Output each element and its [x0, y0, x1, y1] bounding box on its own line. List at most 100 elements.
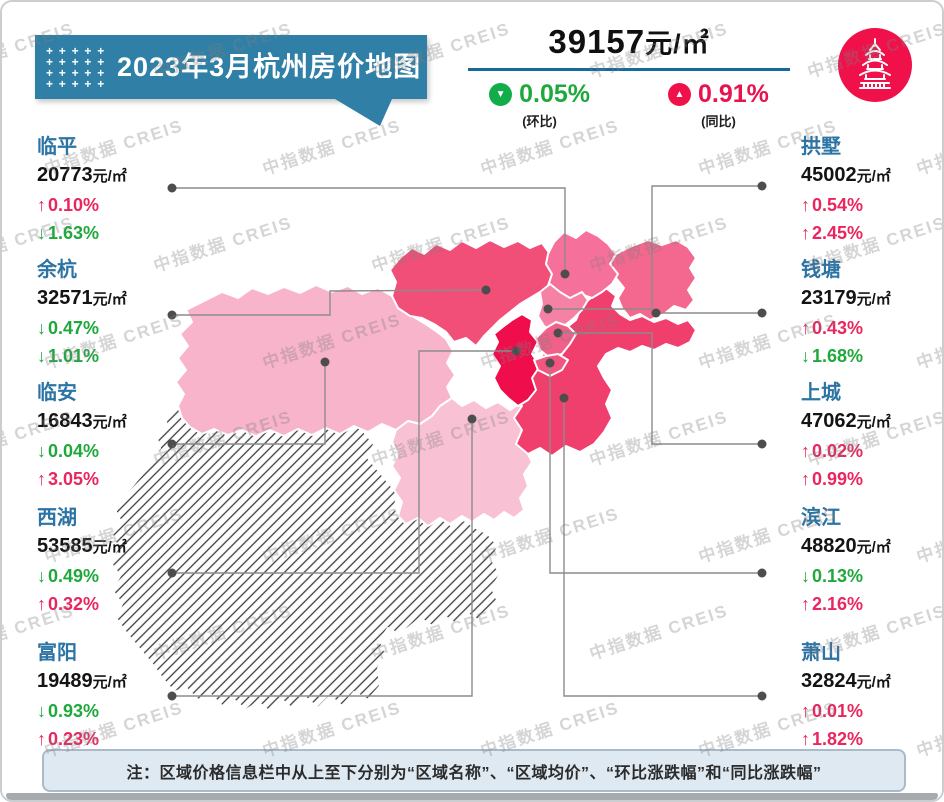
arrow-icon: ↑	[801, 469, 810, 489]
arrow-icon: ↑	[37, 195, 46, 215]
district-label: 富阳 19489元/㎡ ↓ 0.93% ↑ 0.23%	[37, 636, 187, 753]
bottom-frame-bar	[6, 793, 938, 800]
district-mom-change: ↑ 0.54%	[801, 195, 864, 215]
leader-dot	[757, 568, 767, 578]
leader-dot	[167, 439, 177, 449]
district-yoy-change: ↑ 2.45%	[801, 223, 864, 243]
leader-dot	[757, 181, 767, 191]
district-name: 钱塘	[801, 259, 841, 281]
leader-dot	[560, 269, 570, 279]
district-name: 西湖	[37, 507, 77, 529]
district-label: 拱墅 45002元/㎡ ↑ 0.54% ↑ 2.45%	[801, 130, 942, 247]
district-name: 余杭	[37, 259, 77, 281]
leader-dot	[553, 328, 563, 338]
leader-dot	[757, 439, 767, 449]
leader-dot	[545, 358, 555, 368]
arrow-icon: ↓	[37, 566, 46, 586]
title-banner: + + + + + + + + + + + + + + + + + + + + 2023年3月杭州房价地图	[35, 35, 427, 99]
leader-line	[549, 363, 762, 574]
district-label: 临平 20773元/㎡ ↑ 0.10% ↓ 1.63%	[37, 130, 187, 247]
district-price: 16843元/㎡	[37, 410, 127, 432]
pagoda-logo-icon	[838, 28, 912, 102]
dots-pattern-icon: + + + + + + + + + + + + + + + + + + + +	[46, 44, 105, 91]
mom-change: ▼ 0.05% (环比)	[489, 80, 590, 130]
average-price-value: 39157	[548, 23, 646, 60]
summary-panel: 39157元/㎡ ▼ 0.05% (环比) ▲ 0.91% (同比)	[454, 22, 804, 130]
leader-dot	[481, 285, 491, 295]
banner-tail-icon	[335, 99, 392, 126]
arrow-icon: ↓	[37, 346, 46, 366]
leader-dot	[467, 414, 477, 424]
arrow-icon: ↑	[801, 195, 810, 215]
district-label: 余杭 32571元/㎡ ↓ 0.47% ↓ 1.01%	[37, 253, 187, 370]
arrow-icon: ↑	[801, 701, 810, 721]
district-yoy-change: ↑ 0.23%	[37, 729, 100, 749]
district-mom-change: ↑ 0.02%	[801, 441, 864, 461]
district-price: 45002元/㎡	[801, 164, 891, 186]
district-yoy-change: ↑ 1.82%	[801, 729, 864, 749]
mom-change-value: 0.05%	[519, 80, 590, 108]
district-price: 19489元/㎡	[37, 670, 127, 692]
district-label: 上城 47062元/㎡ ↑ 0.02% ↑ 0.99%	[801, 376, 942, 493]
district-mom-change: ↑ 0.01%	[801, 701, 864, 721]
leader-line	[548, 185, 762, 310]
district-name: 滨江	[801, 507, 841, 529]
average-price: 39157元/㎡	[454, 22, 804, 61]
district-yoy-change: ↑ 3.05%	[37, 469, 100, 489]
district-price: 53585元/㎡	[37, 535, 127, 557]
page-title: 2023年3月杭州房价地图	[117, 52, 422, 82]
map-region-shangcheng	[535, 321, 577, 359]
map-region-gongshu	[537, 283, 589, 333]
arrow-icon: ↓	[37, 701, 46, 721]
down-circle-icon: ▼	[489, 83, 513, 106]
arrow-icon: ↑	[801, 441, 810, 461]
arrow-icon: ↑	[37, 594, 46, 614]
yoy-change-label: (同比)	[701, 114, 736, 129]
district-name: 富阳	[37, 642, 77, 664]
district-label: 滨江 48820元/㎡ ↓ 0.13% ↑ 2.16%	[801, 501, 942, 618]
district-mom-change: ↑ 0.43%	[801, 318, 864, 338]
map-region-qiantang	[609, 239, 697, 321]
arrow-icon: ↓	[37, 318, 46, 338]
district-name: 临安	[37, 382, 77, 404]
district-yoy-change: ↑ 2.16%	[801, 594, 864, 614]
leader-line	[172, 419, 473, 697]
district-price: 48820元/㎡	[801, 535, 891, 557]
district-name: 上城	[801, 382, 841, 404]
district-price: 47062元/㎡	[801, 410, 891, 432]
mom-change-label: (环比)	[522, 114, 557, 129]
leader-dot	[757, 691, 767, 701]
arrow-icon: ↑	[37, 729, 46, 749]
district-name: 萧山	[801, 642, 841, 664]
district-label: 萧山 32824元/㎡ ↑ 0.01% ↑ 1.82%	[801, 636, 942, 753]
district-price: 32571元/㎡	[37, 287, 127, 309]
map-region-fuyang	[391, 397, 535, 527]
district-yoy-change: ↓ 1.01%	[37, 346, 100, 366]
average-price-unit: 元/㎡	[645, 29, 710, 59]
district-mom-change: ↓ 0.93%	[37, 701, 100, 721]
district-yoy-change: ↑ 0.32%	[37, 594, 100, 614]
yoy-change: ▲ 0.91% (同比)	[668, 80, 769, 130]
district-name: 临平	[37, 136, 77, 158]
arrow-icon: ↓	[37, 441, 46, 461]
arrow-icon: ↓	[801, 346, 810, 366]
arrow-icon: ↑	[801, 318, 810, 338]
leader-dot	[167, 568, 177, 578]
yoy-change-value: 0.91%	[698, 80, 769, 108]
leader-dot	[167, 310, 177, 320]
district-label: 钱塘 23179元/㎡ ↑ 0.43% ↓ 1.68%	[801, 253, 942, 370]
change-row: ▼ 0.05% (环比) ▲ 0.91% (同比)	[454, 80, 804, 130]
district-price: 32824元/㎡	[801, 670, 891, 692]
arrow-icon: ↓	[801, 566, 810, 586]
footnote-text: 注：区域价格信息栏中从上至下分别为“区域名称”、“区域均价”、“环比涨跌幅”和“…	[126, 764, 822, 782]
up-circle-icon: ▲	[668, 83, 691, 106]
arrow-icon: ↓	[37, 223, 46, 243]
leader-line	[563, 398, 762, 697]
leader-dot	[757, 308, 767, 318]
district-name: 拱墅	[801, 136, 841, 158]
arrow-icon: ↑	[801, 594, 810, 614]
arrow-icon: ↑	[801, 223, 810, 243]
leader-dot	[320, 357, 330, 367]
